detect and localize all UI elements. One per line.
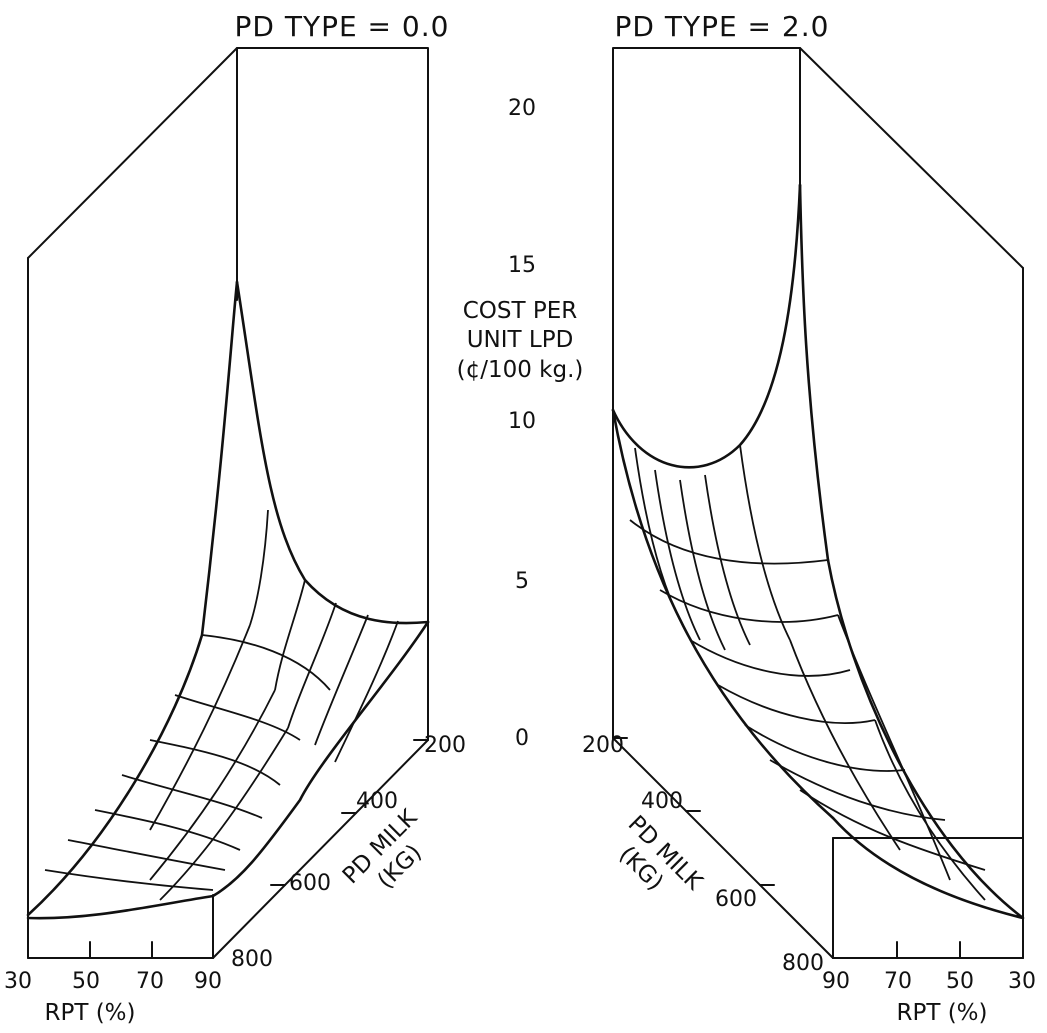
left-rpt-tick-label: 30 bbox=[4, 969, 32, 994]
left-rpt-tick-label: 70 bbox=[136, 969, 164, 994]
right-milk-tick-label: 200 bbox=[582, 733, 624, 758]
z-axis: 20 15 10 5 0 COST PER UNIT LPD (¢/100 kg… bbox=[457, 96, 584, 751]
right-panel-title: PD TYPE = 2.0 bbox=[615, 10, 830, 43]
left-surface-mesh bbox=[44, 509, 399, 901]
right-rpt-tick-label: 50 bbox=[946, 969, 974, 994]
right-milk-tick-label: 800 bbox=[782, 951, 824, 976]
left-panel: 30 50 70 90 RPT (%) 200 400 600 800 PD M… bbox=[4, 47, 466, 1026]
z-tick-label: 5 bbox=[515, 569, 529, 594]
left-milk-tick-label: 400 bbox=[356, 789, 398, 814]
left-milk-axis-title: PD MILK (KG) bbox=[338, 804, 427, 894]
z-tick-label: 15 bbox=[508, 253, 536, 278]
left-milk-tick-label: 200 bbox=[424, 733, 466, 758]
left-surface-peak-curve bbox=[235, 280, 430, 625]
right-rpt-tick-label: 90 bbox=[822, 969, 850, 994]
right-surface-left-edge bbox=[611, 408, 835, 820]
right-box-floor bbox=[832, 837, 1024, 959]
z-axis-title-line3: (¢/100 kg.) bbox=[457, 357, 584, 383]
right-rpt-tick-label: 70 bbox=[884, 969, 912, 994]
z-tick-label: 0 bbox=[515, 726, 529, 751]
right-box-top bbox=[612, 47, 1024, 739]
right-rpt-axis-label: RPT (%) bbox=[896, 1000, 987, 1026]
left-surface-front-edge bbox=[26, 620, 430, 920]
right-surface-mesh bbox=[629, 444, 986, 901]
left-rpt-tick-label: 50 bbox=[72, 969, 100, 994]
left-box-top bbox=[27, 47, 429, 741]
left-panel-title: PD TYPE = 0.0 bbox=[235, 10, 450, 43]
z-tick-label: 20 bbox=[508, 96, 536, 121]
left-milk-tick-label: 800 bbox=[231, 947, 273, 972]
left-rpt-tick-label: 90 bbox=[194, 969, 222, 994]
right-pd-milk-axis bbox=[612, 737, 834, 959]
right-surface-peak-curve bbox=[611, 183, 802, 469]
z-axis-title-line2: UNIT LPD bbox=[467, 327, 574, 353]
right-surface-front-edge bbox=[826, 558, 1025, 920]
right-milk-tick-label: 600 bbox=[715, 887, 757, 912]
left-pd-milk-axis bbox=[212, 739, 429, 959]
right-milk-tick-label: 400 bbox=[641, 789, 683, 814]
left-box-floor bbox=[27, 894, 214, 959]
z-axis-title-line1: COST PER bbox=[463, 298, 578, 324]
right-rpt-tick-label: 30 bbox=[1008, 969, 1036, 994]
z-tick-label: 10 bbox=[508, 409, 536, 434]
left-milk-tick-label: 600 bbox=[289, 871, 331, 896]
right-panel: 90 70 50 30 RPT (%) 200 400 600 800 PD M… bbox=[582, 47, 1036, 1026]
right-milk-axis-title: PD MILK (KG) bbox=[614, 811, 708, 896]
left-surface-back-edge bbox=[26, 280, 239, 917]
right-surface-back-edge bbox=[798, 183, 830, 562]
left-rpt-axis-label: RPT (%) bbox=[44, 1000, 135, 1026]
